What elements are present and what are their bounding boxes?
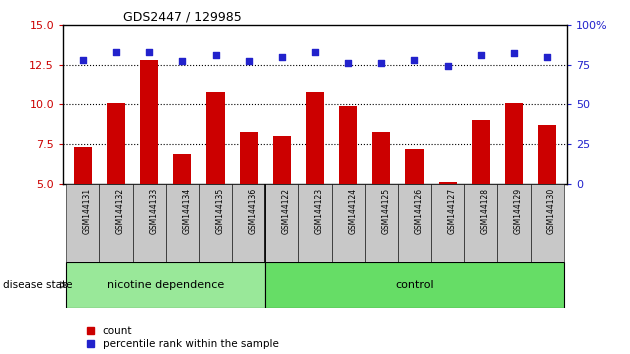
- Text: GSM144122: GSM144122: [282, 188, 291, 234]
- Bar: [299, 184, 331, 262]
- Text: GSM144130: GSM144130: [547, 188, 556, 234]
- Legend: count, percentile rank within the sample: count, percentile rank within the sample: [87, 326, 278, 349]
- Text: GSM144129: GSM144129: [514, 188, 523, 234]
- Point: [410, 57, 420, 63]
- Point: [376, 60, 386, 66]
- Text: GSM144132: GSM144132: [116, 188, 125, 234]
- Point: [509, 51, 519, 56]
- Text: GSM144136: GSM144136: [249, 188, 258, 234]
- Point: [78, 57, 88, 63]
- Text: GSM144131: GSM144131: [83, 188, 92, 234]
- Bar: [265, 184, 299, 262]
- Point: [277, 54, 287, 59]
- Bar: [331, 184, 365, 262]
- Text: GSM144127: GSM144127: [448, 188, 457, 234]
- Bar: [74, 147, 92, 184]
- Text: GSM144123: GSM144123: [315, 188, 324, 234]
- Text: nicotine dependence: nicotine dependence: [107, 280, 224, 290]
- Bar: [538, 125, 556, 184]
- Point: [476, 52, 486, 58]
- Bar: [140, 60, 158, 184]
- Point: [177, 58, 187, 64]
- Bar: [107, 103, 125, 184]
- Point: [144, 49, 154, 55]
- Bar: [133, 184, 166, 262]
- Text: GSM144126: GSM144126: [415, 188, 423, 234]
- Point: [343, 60, 353, 66]
- Text: GSM144133: GSM144133: [149, 188, 158, 234]
- Bar: [464, 184, 497, 262]
- Bar: [306, 92, 324, 184]
- Bar: [239, 131, 258, 184]
- Bar: [398, 184, 431, 262]
- Bar: [265, 262, 564, 308]
- Bar: [66, 184, 100, 262]
- Bar: [232, 184, 265, 262]
- Text: GSM144125: GSM144125: [381, 188, 391, 234]
- Bar: [497, 184, 530, 262]
- Bar: [173, 154, 192, 184]
- Bar: [199, 184, 232, 262]
- Bar: [365, 184, 398, 262]
- Bar: [405, 149, 423, 184]
- Point: [244, 58, 254, 64]
- Text: GSM144128: GSM144128: [481, 188, 490, 234]
- Text: GSM144124: GSM144124: [348, 188, 357, 234]
- Bar: [207, 92, 225, 184]
- Bar: [530, 184, 564, 262]
- Text: GSM144135: GSM144135: [215, 188, 224, 234]
- Point: [443, 63, 453, 69]
- Bar: [505, 103, 523, 184]
- Bar: [339, 106, 357, 184]
- Bar: [273, 136, 291, 184]
- Bar: [166, 184, 199, 262]
- Text: control: control: [395, 280, 434, 290]
- Text: GDS2447 / 129985: GDS2447 / 129985: [123, 11, 242, 24]
- Text: disease state: disease state: [3, 280, 72, 290]
- Point: [111, 49, 121, 55]
- Bar: [100, 184, 133, 262]
- Bar: [472, 120, 490, 184]
- Text: GSM144134: GSM144134: [182, 188, 192, 234]
- Point: [542, 54, 552, 59]
- Point: [210, 52, 220, 58]
- Point: [310, 49, 320, 55]
- Bar: [372, 131, 391, 184]
- Bar: [431, 184, 464, 262]
- Bar: [66, 262, 265, 308]
- Bar: [438, 183, 457, 184]
